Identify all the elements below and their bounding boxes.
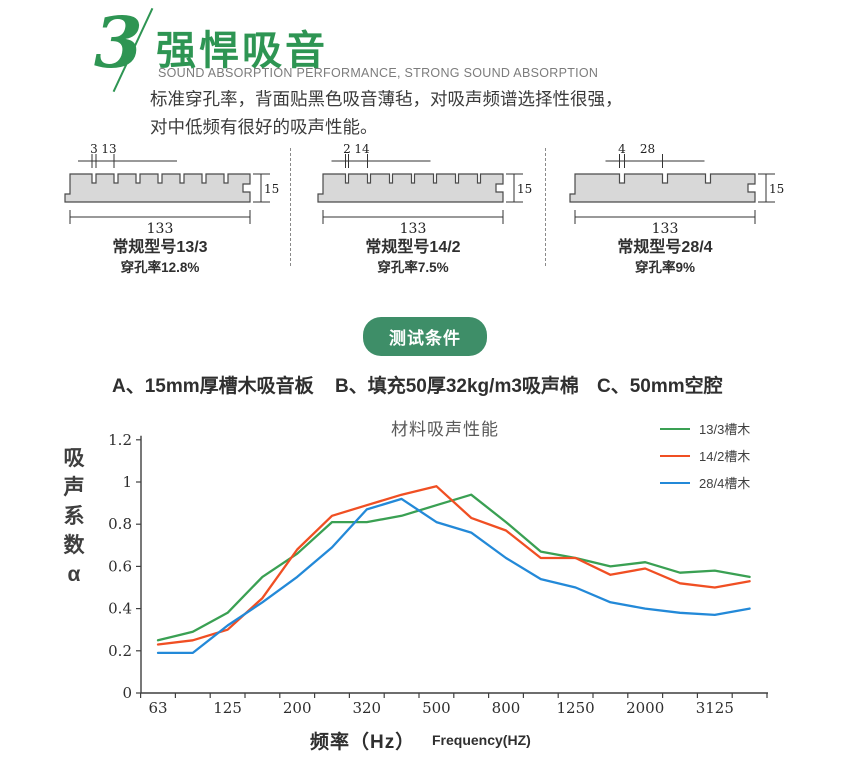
svg-text:133: 133 (400, 221, 427, 236)
divider-dashed-2 (545, 148, 546, 266)
perforation-label-28-4: 穿孔率9% (634, 260, 695, 275)
svg-text:200: 200 (283, 699, 312, 717)
svg-text:320: 320 (352, 699, 381, 717)
chart-legend: 13/3槽木 14/2槽木 28/4槽木 (660, 415, 750, 496)
legend-line-red-icon (660, 454, 690, 457)
description: 标准穿孔率，背面贴黑色吸音薄毡，对吸声频谱选择性很强， 对中低频有很好的吸声性能… (150, 85, 623, 141)
svg-text:63: 63 (148, 699, 167, 717)
svg-text:133: 133 (652, 221, 679, 236)
svg-text:15: 15 (769, 182, 784, 196)
svg-text:0.8: 0.8 (108, 515, 132, 533)
svg-text:800: 800 (492, 699, 521, 717)
svg-text:14: 14 (354, 142, 370, 156)
panel-cross-section-28-4: 4 28 15 133 (569, 142, 784, 236)
legend-line-blue-icon (660, 481, 690, 484)
svg-text:1: 1 (122, 473, 132, 491)
svg-text:133: 133 (147, 221, 174, 236)
y-axis-title-char: 吸 (63, 447, 85, 470)
x-axis-title: 频率（Hz） (310, 732, 416, 753)
absorption-chart: 0 0.2 0.4 0.6 0.8 1 1.2 63 125 200 320 500 800 1250 20… (0, 408, 850, 761)
legend-line-green-icon (660, 427, 690, 430)
model-label-28-4: 常规型号28/4 (617, 239, 713, 256)
svg-text:3125: 3125 (696, 699, 734, 717)
page-title: 强悍吸音 (156, 29, 328, 73)
legend-label-14-2: 14/2槽木 (699, 449, 751, 464)
svg-text:3: 3 (90, 142, 98, 156)
divider-dashed-1 (290, 148, 291, 266)
perforation-label-13-3: 穿孔率12.8% (120, 260, 200, 275)
description-line-2: 对中低频有很好的吸声性能。 (150, 117, 378, 137)
svg-text:15: 15 (264, 182, 279, 196)
svg-text:500: 500 (422, 699, 451, 717)
y-axis-title-char: α (67, 563, 81, 586)
y-axis-title-char: 数 (63, 534, 85, 557)
legend-item-28-4: 28/4槽木 (660, 469, 750, 496)
panel-cross-section-13-3: 3 13 15 133 (64, 142, 279, 236)
x-axis-title-en: Frequency(HZ) (432, 732, 531, 748)
svg-text:2: 2 (343, 142, 351, 156)
page-subtitle: SOUND ABSORPTION PERFORMANCE, STRONG SOU… (158, 66, 599, 80)
svg-text:4: 4 (618, 142, 626, 156)
svg-text:1.2: 1.2 (108, 431, 132, 449)
description-line-1: 标准穿孔率，背面贴黑色吸音薄毡，对吸声频谱选择性很强， (150, 89, 623, 109)
svg-text:0.4: 0.4 (108, 600, 132, 618)
legend-label-28-4: 28/4槽木 (699, 476, 751, 491)
svg-text:1250: 1250 (557, 699, 595, 717)
svg-text:13: 13 (101, 142, 116, 156)
perforation-label-14-2: 穿孔率7.5% (377, 260, 449, 275)
condition-a: A、15mm厚槽木吸音板 (112, 376, 314, 397)
svg-text:2000: 2000 (626, 699, 664, 717)
y-axis-title-char: 声 (63, 476, 85, 499)
legend-item-14-2: 14/2槽木 (660, 442, 750, 469)
condition-b: B、填充50厚32kg/m3吸声棉 (335, 376, 579, 397)
svg-text:0.6: 0.6 (108, 557, 132, 575)
svg-text:125: 125 (213, 699, 242, 717)
svg-text:15: 15 (517, 182, 532, 196)
model-label-13-3: 常规型号13/3 (112, 239, 208, 256)
legend-item-13-3: 13/3槽木 (660, 415, 750, 442)
svg-text:0: 0 (122, 684, 132, 702)
legend-label-13-3: 13/3槽木 (699, 422, 751, 437)
y-axis-title-char: 系 (63, 505, 85, 528)
chart-plot-area: 0 0.2 0.4 0.6 0.8 1 1.2 63 125 200 320 500 800 1250 20… (108, 431, 768, 717)
svg-text:28: 28 (640, 142, 655, 156)
model-label-14-2: 常规型号14/2 (365, 239, 461, 256)
condition-c: C、50mm空腔 (597, 376, 723, 397)
test-conditions-badge: 测试条件 (363, 317, 487, 356)
svg-text:0.2: 0.2 (108, 642, 132, 660)
chart-title: 材料吸声性能 (391, 420, 499, 439)
panel-cross-section-14-2: 2 14 15 133 (317, 142, 532, 236)
